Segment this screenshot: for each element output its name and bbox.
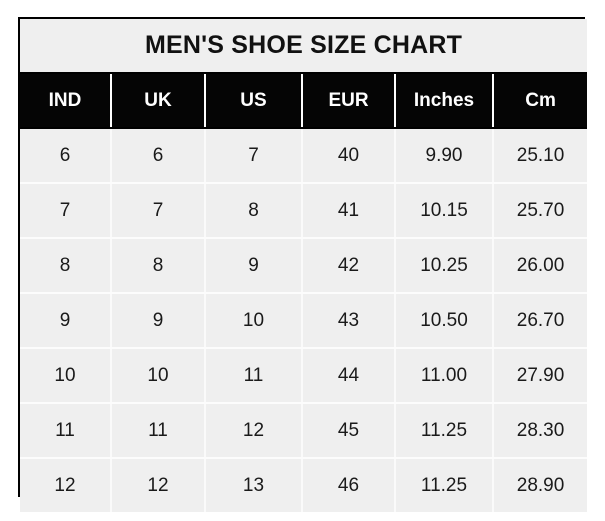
- cell-inches: 10.15: [395, 183, 494, 239]
- cell-uk: 6: [111, 128, 206, 184]
- cell-ind: 10: [20, 348, 112, 404]
- column-header-cm: Cm: [493, 73, 588, 129]
- cell-ind: 8: [20, 238, 112, 294]
- column-header-us: US: [205, 73, 303, 129]
- cell-uk: 7: [111, 183, 206, 239]
- cell-ind: 7: [20, 183, 112, 239]
- cell-inches: 10.50: [395, 293, 494, 349]
- cell-ind: 6: [20, 128, 112, 184]
- table-row: 12 12 13 46 11.25 28.90: [20, 458, 588, 512]
- cell-eur: 45: [302, 403, 396, 459]
- table-header-row: IND UK US EUR Inches Cm: [20, 73, 588, 129]
- cell-us: 11: [205, 348, 303, 404]
- cell-eur: 43: [302, 293, 396, 349]
- cell-cm: 26.70: [493, 293, 588, 349]
- cell-inches: 10.25: [395, 238, 494, 294]
- cell-cm: 28.90: [493, 458, 588, 512]
- cell-us: 9: [205, 238, 303, 294]
- cell-us: 7: [205, 128, 303, 184]
- chart-title-row: MEN'S SHOE SIZE CHART: [20, 19, 588, 74]
- cell-inches: 11.25: [395, 403, 494, 459]
- chart-title: MEN'S SHOE SIZE CHART: [20, 19, 588, 74]
- cell-us: 8: [205, 183, 303, 239]
- column-header-eur: EUR: [302, 73, 396, 129]
- table-row: 9 9 10 43 10.50 26.70: [20, 293, 588, 349]
- table-row: 6 6 7 40 9.90 25.10: [20, 128, 588, 184]
- cell-ind: 11: [20, 403, 112, 459]
- cell-us: 13: [205, 458, 303, 512]
- table-row: 10 10 11 44 11.00 27.90: [20, 348, 588, 404]
- cell-cm: 26.00: [493, 238, 588, 294]
- cell-uk: 12: [111, 458, 206, 512]
- mens-shoe-size-table: MEN'S SHOE SIZE CHART IND UK US EUR Inch…: [20, 19, 588, 512]
- cell-uk: 10: [111, 348, 206, 404]
- cell-eur: 46: [302, 458, 396, 512]
- size-chart-container: MEN'S SHOE SIZE CHART IND UK US EUR Inch…: [18, 17, 588, 512]
- cell-us: 12: [205, 403, 303, 459]
- cell-uk: 9: [111, 293, 206, 349]
- cell-eur: 40: [302, 128, 396, 184]
- cell-uk: 11: [111, 403, 206, 459]
- cell-ind: 12: [20, 458, 112, 512]
- table-row: 11 11 12 45 11.25 28.30: [20, 403, 588, 459]
- cell-cm: 28.30: [493, 403, 588, 459]
- cell-eur: 42: [302, 238, 396, 294]
- cell-eur: 41: [302, 183, 396, 239]
- column-header-uk: UK: [111, 73, 206, 129]
- cell-cm: 25.10: [493, 128, 588, 184]
- cell-uk: 8: [111, 238, 206, 294]
- column-header-inches: Inches: [395, 73, 494, 129]
- cell-us: 10: [205, 293, 303, 349]
- cell-inches: 11.25: [395, 458, 494, 512]
- table-row: 7 7 8 41 10.15 25.70: [20, 183, 588, 239]
- table-row: 8 8 9 42 10.25 26.00: [20, 238, 588, 294]
- cell-cm: 25.70: [493, 183, 588, 239]
- cell-ind: 9: [20, 293, 112, 349]
- cell-inches: 9.90: [395, 128, 494, 184]
- cell-eur: 44: [302, 348, 396, 404]
- cell-cm: 27.90: [493, 348, 588, 404]
- cell-inches: 11.00: [395, 348, 494, 404]
- column-header-ind: IND: [20, 73, 112, 129]
